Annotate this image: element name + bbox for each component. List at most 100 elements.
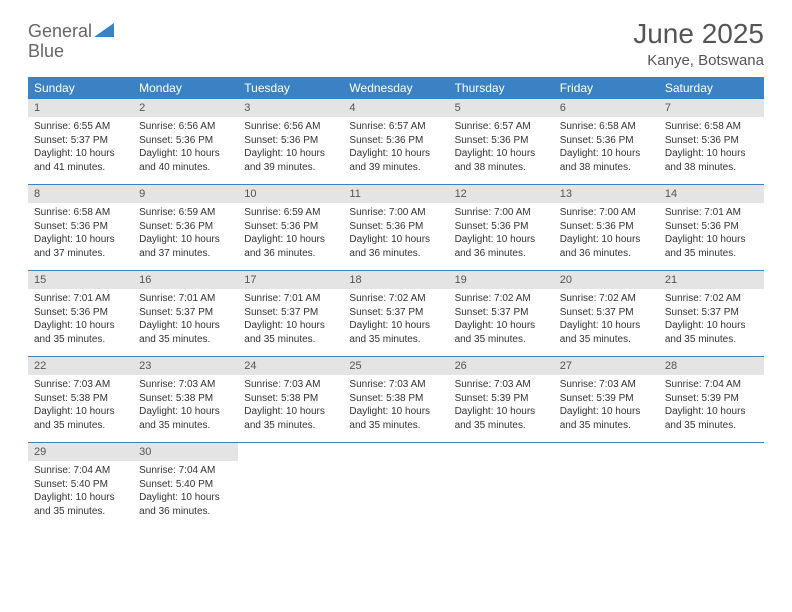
day-content-cell: Sunrise: 6:55 AMSunset: 5:37 PMDaylight:… (28, 117, 133, 185)
day-number-cell: 26 (449, 357, 554, 375)
day-number-cell: 15 (28, 271, 133, 289)
day-content-cell: Sunrise: 7:03 AMSunset: 5:38 PMDaylight:… (133, 375, 238, 443)
dow-friday: Friday (554, 77, 659, 99)
day-number-row: 1234567 (28, 99, 764, 117)
day-content-cell (659, 461, 764, 528)
dow-monday: Monday (133, 77, 238, 99)
day-content-cell: Sunrise: 6:58 AMSunset: 5:36 PMDaylight:… (659, 117, 764, 185)
day-of-week-row: Sunday Monday Tuesday Wednesday Thursday… (28, 77, 764, 99)
day-number-cell: 4 (343, 99, 448, 117)
day-number-cell: 18 (343, 271, 448, 289)
dow-wednesday: Wednesday (343, 77, 448, 99)
day-content-cell: Sunrise: 7:02 AMSunset: 5:37 PMDaylight:… (449, 289, 554, 357)
month-title: June 2025 (633, 18, 764, 50)
day-content-cell (238, 461, 343, 528)
day-content-cell: Sunrise: 6:56 AMSunset: 5:36 PMDaylight:… (133, 117, 238, 185)
day-content-row: Sunrise: 7:01 AMSunset: 5:36 PMDaylight:… (28, 289, 764, 357)
day-content-cell: Sunrise: 7:03 AMSunset: 5:38 PMDaylight:… (238, 375, 343, 443)
day-number-cell (343, 443, 448, 461)
day-number-cell: 30 (133, 443, 238, 461)
day-content-cell: Sunrise: 7:04 AMSunset: 5:40 PMDaylight:… (133, 461, 238, 528)
day-number-cell: 11 (343, 185, 448, 203)
day-content-cell: Sunrise: 7:03 AMSunset: 5:38 PMDaylight:… (343, 375, 448, 443)
day-content-row: Sunrise: 7:04 AMSunset: 5:40 PMDaylight:… (28, 461, 764, 528)
logo: General Blue (28, 18, 114, 62)
day-number-cell: 27 (554, 357, 659, 375)
day-content-cell (449, 461, 554, 528)
day-content-cell: Sunrise: 7:01 AMSunset: 5:37 PMDaylight:… (133, 289, 238, 357)
day-content-cell: Sunrise: 7:04 AMSunset: 5:40 PMDaylight:… (28, 461, 133, 528)
day-content-cell: Sunrise: 7:02 AMSunset: 5:37 PMDaylight:… (343, 289, 448, 357)
logo-word2: Blue (28, 41, 64, 61)
day-content-row: Sunrise: 6:55 AMSunset: 5:37 PMDaylight:… (28, 117, 764, 185)
day-content-cell (343, 461, 448, 528)
day-content-cell: Sunrise: 6:58 AMSunset: 5:36 PMDaylight:… (554, 117, 659, 185)
day-content-cell (554, 461, 659, 528)
calendar-body: 1234567Sunrise: 6:55 AMSunset: 5:37 PMDa… (28, 99, 764, 528)
day-number-cell: 13 (554, 185, 659, 203)
day-content-row: Sunrise: 6:58 AMSunset: 5:36 PMDaylight:… (28, 203, 764, 271)
day-number-cell: 17 (238, 271, 343, 289)
calendar-table: Sunday Monday Tuesday Wednesday Thursday… (28, 77, 764, 528)
day-number-cell: 6 (554, 99, 659, 117)
day-content-cell: Sunrise: 6:57 AMSunset: 5:36 PMDaylight:… (449, 117, 554, 185)
day-number-cell (238, 443, 343, 461)
day-number-cell: 20 (554, 271, 659, 289)
day-content-cell: Sunrise: 6:59 AMSunset: 5:36 PMDaylight:… (133, 203, 238, 271)
day-content-cell: Sunrise: 7:03 AMSunset: 5:39 PMDaylight:… (449, 375, 554, 443)
dow-tuesday: Tuesday (238, 77, 343, 99)
day-number-cell: 1 (28, 99, 133, 117)
dow-thursday: Thursday (449, 77, 554, 99)
day-content-cell: Sunrise: 7:00 AMSunset: 5:36 PMDaylight:… (554, 203, 659, 271)
day-number-cell: 10 (238, 185, 343, 203)
day-content-cell: Sunrise: 7:00 AMSunset: 5:36 PMDaylight:… (343, 203, 448, 271)
day-content-cell: Sunrise: 7:01 AMSunset: 5:37 PMDaylight:… (238, 289, 343, 357)
day-content-cell: Sunrise: 7:00 AMSunset: 5:36 PMDaylight:… (449, 203, 554, 271)
location: Kanye, Botswana (633, 52, 764, 69)
day-number-row: 22232425262728 (28, 357, 764, 375)
day-content-cell: Sunrise: 7:01 AMSunset: 5:36 PMDaylight:… (659, 203, 764, 271)
day-content-cell: Sunrise: 7:04 AMSunset: 5:39 PMDaylight:… (659, 375, 764, 443)
day-number-cell: 5 (449, 99, 554, 117)
day-content-row: Sunrise: 7:03 AMSunset: 5:38 PMDaylight:… (28, 375, 764, 443)
day-content-cell: Sunrise: 7:03 AMSunset: 5:39 PMDaylight:… (554, 375, 659, 443)
day-number-cell: 8 (28, 185, 133, 203)
dow-sunday: Sunday (28, 77, 133, 99)
day-number-row: 2930 (28, 443, 764, 461)
day-number-cell: 19 (449, 271, 554, 289)
calendar-page: General Blue June 2025 Kanye, Botswana S… (0, 0, 792, 546)
day-content-cell: Sunrise: 6:56 AMSunset: 5:36 PMDaylight:… (238, 117, 343, 185)
day-number-cell: 14 (659, 185, 764, 203)
day-number-cell: 23 (133, 357, 238, 375)
day-number-cell: 9 (133, 185, 238, 203)
day-number-row: 15161718192021 (28, 271, 764, 289)
day-number-cell: 22 (28, 357, 133, 375)
day-number-row: 891011121314 (28, 185, 764, 203)
day-number-cell (554, 443, 659, 461)
day-number-cell (449, 443, 554, 461)
day-number-cell: 16 (133, 271, 238, 289)
day-number-cell (659, 443, 764, 461)
day-number-cell: 3 (238, 99, 343, 117)
logo-text-block: General Blue (28, 22, 114, 62)
triangle-icon (94, 23, 114, 42)
logo-word1: General (28, 21, 92, 41)
day-content-cell: Sunrise: 6:58 AMSunset: 5:36 PMDaylight:… (28, 203, 133, 271)
day-content-cell: Sunrise: 7:02 AMSunset: 5:37 PMDaylight:… (554, 289, 659, 357)
header: General Blue June 2025 Kanye, Botswana (28, 18, 764, 69)
day-number-cell: 7 (659, 99, 764, 117)
dow-saturday: Saturday (659, 77, 764, 99)
day-number-cell: 29 (28, 443, 133, 461)
title-block: June 2025 Kanye, Botswana (633, 18, 764, 69)
day-content-cell: Sunrise: 7:01 AMSunset: 5:36 PMDaylight:… (28, 289, 133, 357)
day-number-cell: 2 (133, 99, 238, 117)
day-number-cell: 21 (659, 271, 764, 289)
day-number-cell: 12 (449, 185, 554, 203)
day-number-cell: 28 (659, 357, 764, 375)
day-content-cell: Sunrise: 6:57 AMSunset: 5:36 PMDaylight:… (343, 117, 448, 185)
day-content-cell: Sunrise: 7:03 AMSunset: 5:38 PMDaylight:… (28, 375, 133, 443)
day-content-cell: Sunrise: 6:59 AMSunset: 5:36 PMDaylight:… (238, 203, 343, 271)
day-content-cell: Sunrise: 7:02 AMSunset: 5:37 PMDaylight:… (659, 289, 764, 357)
day-number-cell: 24 (238, 357, 343, 375)
day-number-cell: 25 (343, 357, 448, 375)
